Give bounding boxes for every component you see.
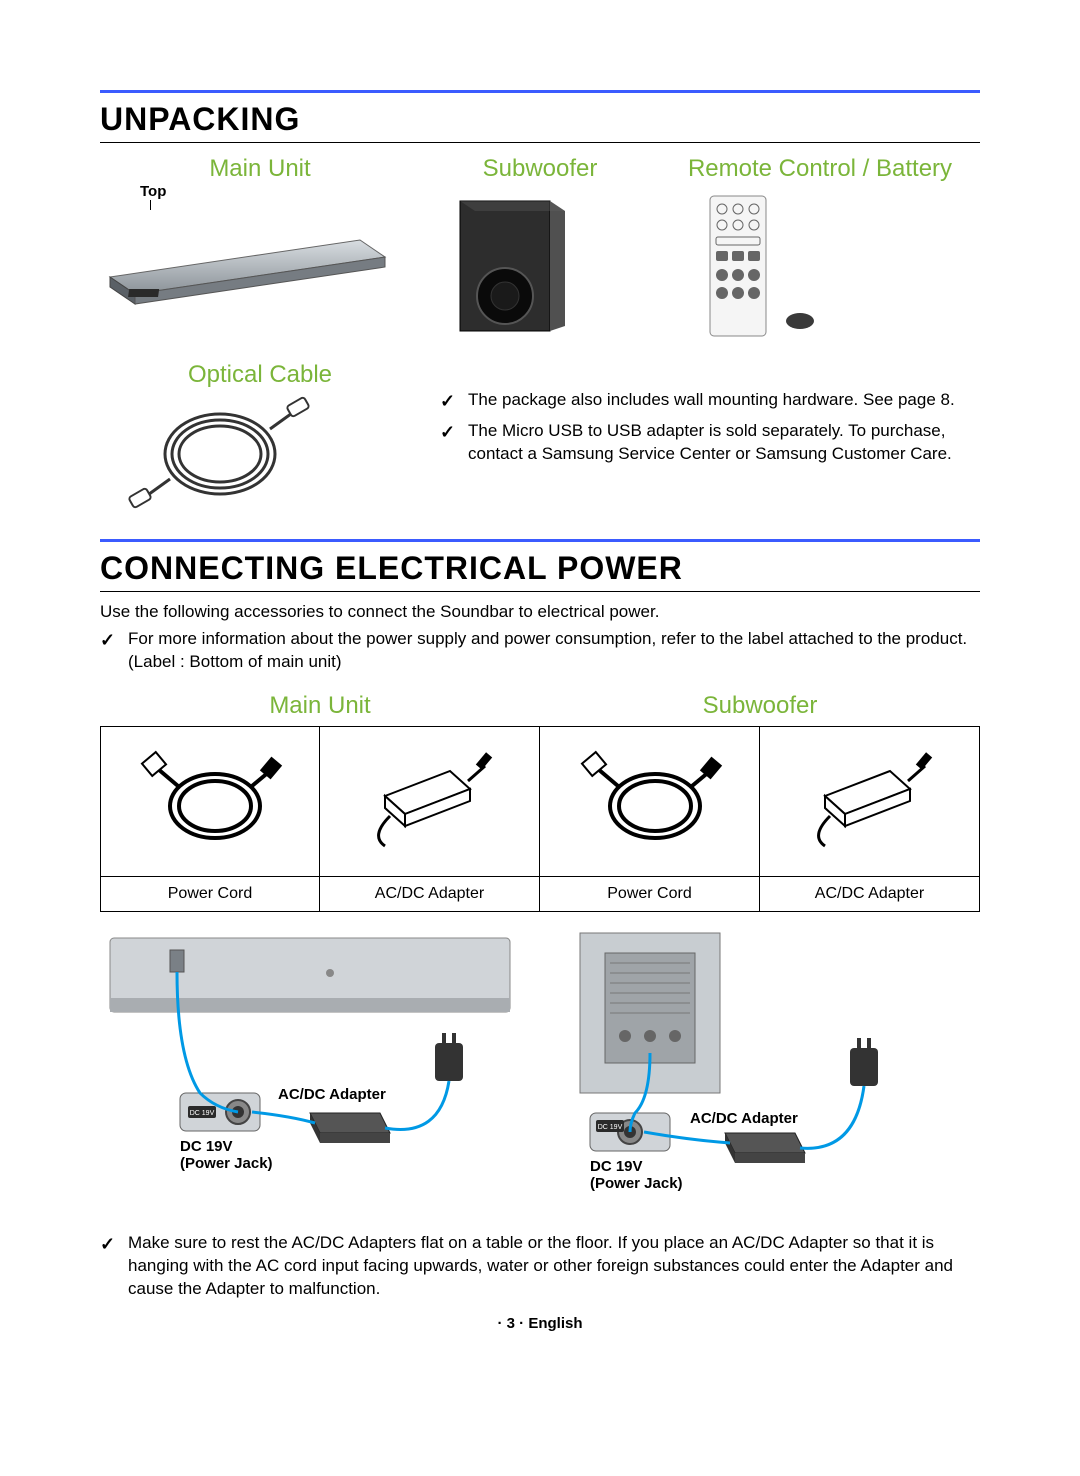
remote-illustration xyxy=(660,191,840,341)
adapter-icon xyxy=(350,741,510,861)
label-power-cord-2: Power Cord xyxy=(540,877,760,912)
cell-adapter-main xyxy=(320,727,540,877)
power-table-labels: Power Cord AC/DC Adapter Power Cord AC/D… xyxy=(100,877,980,912)
cell-powercord-sub xyxy=(540,727,760,877)
label-subwoofer: Subwoofer xyxy=(440,155,640,183)
power-header-main: Main Unit xyxy=(100,692,540,720)
diagram-subwoofer: DC 19V AC/DC Adapter DC 19V (Power Jack) xyxy=(550,928,980,1208)
dc19v-text: DC 19V xyxy=(180,1138,273,1155)
rule-blue xyxy=(100,90,980,93)
power-cord-icon xyxy=(130,741,290,861)
optical-cable-illustration xyxy=(100,389,320,519)
cell-remote: Remote Control / Battery xyxy=(660,155,980,341)
label-adapter-1: AC/DC Adapter xyxy=(320,877,540,912)
rule-blue-2 xyxy=(100,539,980,542)
diag-sub-adapter-label: AC/DC Adapter xyxy=(690,1110,798,1127)
power-bottom-note-list: Make sure to rest the AC/DC Adapters fla… xyxy=(100,1232,980,1301)
power-bottom-note: Make sure to rest the AC/DC Adapters fla… xyxy=(100,1232,980,1301)
label-top: Top xyxy=(140,183,420,210)
label-power-cord-1: Power Cord xyxy=(100,877,320,912)
label-remote: Remote Control / Battery xyxy=(660,155,980,183)
adapter-icon-2 xyxy=(790,741,950,861)
unpacking-notes: The package also includes wall mounting … xyxy=(440,361,980,519)
diagram-main-unit: DC 19V AC/DC Adapter DC 19V (Power Jack) xyxy=(100,928,530,1208)
power-grid: Main Unit Subwoofer xyxy=(100,692,980,1208)
power-intro-note-list: For more information about the power sup… xyxy=(100,628,980,674)
subwoofer-illustration xyxy=(440,191,580,341)
diag-main-jack-label: DC 19V (Power Jack) xyxy=(180,1138,273,1172)
power-jack-text: (Power Jack) xyxy=(180,1155,273,1172)
diag-sub-jack-label: DC 19V (Power Jack) xyxy=(590,1158,683,1192)
power-intro: Use the following accessories to connect… xyxy=(100,602,980,622)
label-optical-cable: Optical Cable xyxy=(100,361,420,389)
power-jack-text-2: (Power Jack) xyxy=(590,1175,683,1192)
cell-main-unit: Main Unit Top xyxy=(100,155,420,312)
cell-subwoofer: Subwoofer xyxy=(440,155,640,341)
power-table-images xyxy=(100,726,980,877)
unpacking-row-2: Optical Cable The package also includes … xyxy=(100,361,980,519)
power-header-sub: Subwoofer xyxy=(540,692,980,720)
soundbar-illustration xyxy=(100,212,400,312)
note-2: The Micro USB to USB adapter is sold sep… xyxy=(440,420,980,466)
rule-black xyxy=(100,142,980,143)
page-footer: · 3 · English xyxy=(100,1315,980,1332)
label-adapter-2: AC/DC Adapter xyxy=(760,877,980,912)
cell-adapter-sub xyxy=(760,727,980,877)
svg-text:DC 19V: DC 19V xyxy=(190,1110,215,1117)
rule-black-2 xyxy=(100,591,980,592)
cell-optical-cable: Optical Cable xyxy=(100,361,420,519)
diagram-row: DC 19V AC/DC Adapter DC 19V (Power Jack) xyxy=(100,928,980,1208)
top-text: Top xyxy=(140,183,166,200)
dc19v-text-2: DC 19V xyxy=(590,1158,683,1175)
svg-text:DC 19V: DC 19V xyxy=(598,1124,623,1131)
unpacking-row-1: Main Unit Top Subwoofer xyxy=(100,155,980,341)
section-title-unpacking: UNPACKING xyxy=(100,101,980,138)
diag-main-adapter-label: AC/DC Adapter xyxy=(278,1086,386,1103)
section-title-power: CONNECTING ELECTRICAL POWER xyxy=(100,550,980,587)
label-main-unit: Main Unit xyxy=(100,155,420,183)
power-cord-icon-2 xyxy=(570,741,730,861)
cell-powercord-main xyxy=(100,727,320,877)
note-1: The package also includes wall mounting … xyxy=(440,389,980,412)
power-intro-note: For more information about the power sup… xyxy=(100,628,980,674)
